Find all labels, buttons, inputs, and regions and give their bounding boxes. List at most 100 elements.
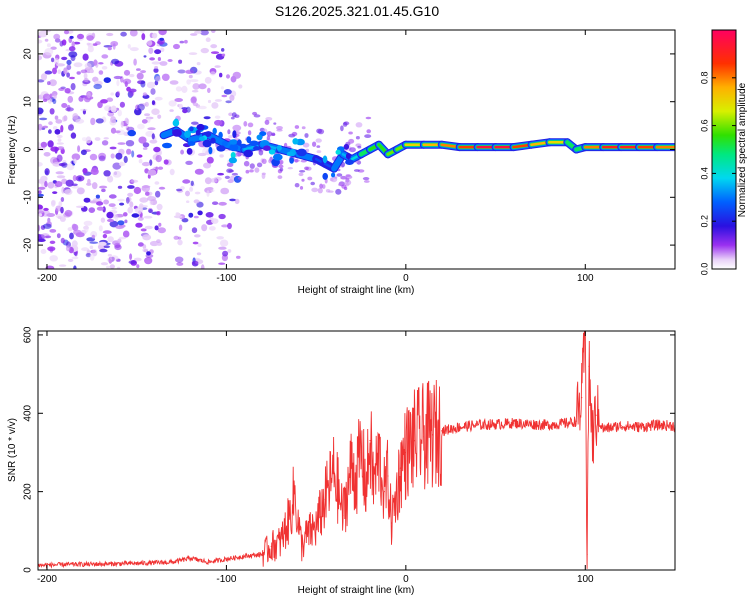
noise-blob (38, 204, 43, 210)
noise-blob (158, 30, 167, 36)
noise-blob (200, 264, 205, 269)
noise-blob (104, 105, 112, 112)
noise-blob (47, 181, 55, 189)
noise-blob (84, 62, 92, 69)
noise-blob (230, 116, 235, 120)
noise-blob (169, 109, 174, 112)
noise-blob (151, 61, 161, 65)
noise-blob (206, 190, 210, 197)
noise-blob (256, 162, 263, 168)
ridge-blob (229, 143, 239, 152)
noise-blob (52, 191, 58, 195)
noise-blob (43, 152, 51, 157)
noise-blob (194, 234, 201, 238)
noise-blob (184, 39, 188, 44)
noise-blob (38, 186, 46, 190)
x-tick-label: 0 (403, 273, 409, 284)
noise-blob (294, 183, 300, 188)
noise-blob (193, 215, 199, 219)
colorbar: 0.0 0.2 0.4 0.6 0.8 Normalized spectral ampl… (699, 29, 748, 275)
noise-blob (227, 249, 232, 253)
noise-blob (149, 57, 156, 61)
noise-blob (147, 127, 156, 131)
noise-blob (95, 118, 104, 124)
noise-blob (127, 192, 134, 197)
noise-blob (365, 116, 372, 120)
noise-blob (188, 74, 193, 79)
noise-blob (206, 156, 214, 164)
noise-blob (71, 185, 80, 189)
snr-point (342, 514, 344, 516)
noise-blob (127, 129, 136, 137)
snr-point (399, 467, 402, 469)
noise-blob (178, 59, 183, 64)
noise-blob (107, 218, 114, 223)
noise-blob (312, 141, 317, 147)
noise-blob (301, 178, 305, 182)
noise-blob (247, 130, 252, 136)
noise-blob (207, 87, 211, 93)
noise-blob (64, 189, 73, 195)
noise-blob (38, 30, 48, 38)
snr-point (595, 414, 597, 416)
noise-blob (56, 154, 63, 162)
noise-blob (146, 251, 151, 256)
noise-blob (231, 172, 238, 176)
noise-blob (155, 155, 162, 163)
noise-blob (207, 99, 212, 104)
ridge-blob (292, 138, 299, 145)
noise-blob (70, 132, 77, 139)
noise-blob (142, 147, 148, 150)
noise-blob (145, 260, 151, 264)
noise-blob (188, 52, 198, 55)
noise-blob (44, 235, 52, 239)
snr-point (387, 475, 389, 477)
noise-blob (311, 187, 319, 193)
noise-blob (299, 170, 306, 173)
noise-blob (210, 44, 218, 49)
snr-xlabel: Height of straight line (km) (298, 585, 415, 596)
noise-blob (129, 253, 133, 260)
noise-blob (200, 47, 209, 54)
noise-blob (73, 265, 77, 269)
noise-blob (138, 159, 143, 164)
noise-blob (192, 241, 199, 245)
noise-blob (181, 218, 189, 223)
noise-blob (214, 119, 223, 126)
noise-blob (76, 71, 81, 75)
noise-blob (122, 230, 130, 238)
noise-blob (191, 260, 199, 265)
snr-ticks: -200 -100 0 100 0 200 400 600 (23, 326, 675, 585)
noise-blob (278, 164, 284, 169)
noise-blob (55, 171, 64, 175)
noise-blob (117, 142, 126, 145)
noise-blob (143, 55, 147, 58)
noise-blob (224, 175, 230, 179)
noise-blob (58, 163, 66, 167)
noise-blob (38, 190, 42, 195)
noise-blob (232, 71, 241, 79)
noise-blob (88, 207, 96, 214)
noise-blob (127, 206, 133, 214)
noise-blob (124, 117, 129, 124)
noise-blob (135, 222, 143, 228)
noise-blob (58, 87, 65, 91)
noise-blob (342, 122, 348, 127)
noise-blob (211, 30, 216, 33)
noise-blob (102, 234, 108, 239)
noise-blob (114, 130, 121, 134)
noise-blob (243, 121, 248, 127)
ridge-blob (236, 139, 242, 146)
noise-blob (226, 168, 234, 174)
noise-blob (142, 92, 147, 97)
noise-blob (66, 163, 75, 171)
snr-point (261, 553, 263, 555)
noise-blob (125, 197, 130, 204)
noise-blob (153, 68, 159, 73)
noise-blob (61, 186, 65, 194)
noise-blob (45, 265, 55, 269)
noise-blob (357, 145, 362, 149)
noise-blob (157, 227, 166, 234)
ridge-blob (189, 126, 194, 132)
noise-blob (76, 187, 85, 195)
